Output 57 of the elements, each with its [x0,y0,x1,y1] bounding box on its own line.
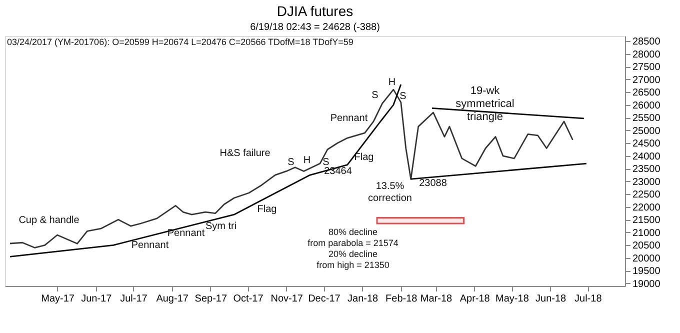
y-tick-label: 23500 [632,164,661,176]
annotation: S [322,157,330,168]
annotation: 03/24/2017 (YM-201706): O=20599 H=20674 L=20476 C=20566 TDofM=18 TDofY=59 [7,37,354,47]
y-tick-label: 23000 [632,176,661,188]
x-tick-label: Jan-18 [348,294,379,304]
annotation: 23088 [419,178,448,189]
x-tick-label: Nov-17 [270,294,304,304]
y-tick-label: 26000 [632,100,661,112]
y-tick-label: 20000 [632,253,661,264]
x-tick-label: May-17 [41,294,75,304]
y-tick-label: 25500 [632,113,661,124]
y-tick-label: 26500 [632,88,661,99]
y-tick-label: 19500 [632,266,661,278]
x-tick-label: Apr-18 [460,294,490,304]
annotation: Flag [354,152,374,163]
x-tick-label: Jun-17 [81,294,112,304]
annotation: Flag [257,204,277,215]
y-tick-label: 20500 [632,240,661,252]
annotation: 23464 [324,166,352,177]
chart-title: DJIA futures [276,3,354,19]
y-tick-label: 22000 [632,202,661,214]
y-tick-label: 22500 [632,190,661,201]
annotation: 13.5% correction [368,181,412,204]
y-tick-label: 24500 [632,138,661,150]
y-tick-label: 28000 [632,49,661,60]
annotation: H&S failure [220,148,271,159]
x-tick-label: Oct-17 [233,294,264,304]
y-tick-label: 28500 [632,36,661,48]
x-tick-label: Aug-17 [156,294,189,304]
y-tick-label: 19000 [632,278,661,290]
y-tick-label: 27500 [632,62,661,74]
y-tick-label: 21500 [632,215,661,226]
y-tick-label: 27000 [632,74,661,86]
x-tick-label: Dec-17 [308,294,341,304]
x-tick-label: Jul-18 [574,294,602,304]
annotation: 80% decline from parabola = 21574 20% decline from high = 21350 [308,227,398,270]
annotation: Sym tri [205,221,237,232]
x-tick-label: May-18 [496,294,530,304]
y-tick-label: 21000 [632,228,661,239]
annotation: 19-wk symmetrical triangle [456,85,514,123]
x-tick-label: Mar-18 [420,294,453,304]
x-tick-label: Feb-18 [386,294,418,304]
y-tick-label: 24000 [632,151,661,162]
x-tick-label: Jul-17 [120,294,148,304]
chart-subtitle: 6/19/18 02:43 = 24628 (-388) [250,22,380,33]
annotation: H [303,155,311,166]
annotation: Cup & handle [18,215,80,226]
annotation: S [288,157,295,168]
annotation: Pennant [131,240,169,251]
annotation: Pennant [167,228,205,239]
annotation: Pennant [330,113,368,124]
x-tick-label: Sep-17 [194,294,228,304]
annotation: S [400,91,407,102]
x-tick-label: Jun-18 [536,294,567,304]
annotation: H [388,77,396,88]
y-tick-label: 25000 [632,126,661,137]
annotation: S [372,90,379,101]
